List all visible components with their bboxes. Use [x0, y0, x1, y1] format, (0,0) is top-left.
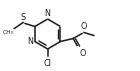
Text: CH₃: CH₃ — [2, 29, 13, 35]
Text: Cl: Cl — [44, 59, 52, 68]
Text: O: O — [81, 22, 87, 31]
Text: O: O — [79, 48, 85, 58]
Text: N: N — [28, 37, 33, 46]
Text: N: N — [45, 9, 51, 17]
Text: S: S — [21, 12, 26, 22]
